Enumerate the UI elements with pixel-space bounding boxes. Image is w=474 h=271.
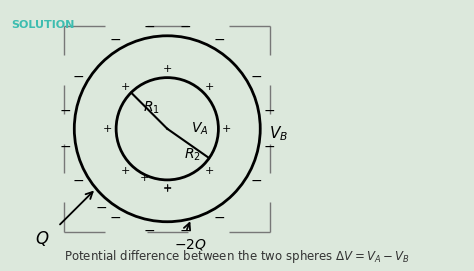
- Text: +: +: [163, 183, 172, 193]
- Text: $V_A$: $V_A$: [191, 121, 209, 137]
- Text: +: +: [163, 184, 172, 194]
- Text: −: −: [95, 201, 107, 215]
- Text: −: −: [251, 70, 263, 84]
- Text: $Q$: $Q$: [35, 228, 49, 247]
- Text: −: −: [72, 70, 84, 84]
- Text: −: −: [72, 173, 84, 187]
- Text: −: −: [110, 32, 121, 46]
- Text: −: −: [263, 140, 275, 154]
- Text: +: +: [120, 82, 130, 92]
- Text: −: −: [60, 140, 72, 154]
- Text: +: +: [205, 166, 214, 176]
- Text: $R_1$: $R_1$: [143, 100, 159, 116]
- Text: −: −: [179, 20, 191, 34]
- Text: −: −: [110, 211, 121, 225]
- Text: +: +: [139, 173, 149, 183]
- Text: −: −: [144, 20, 155, 34]
- Text: −: −: [213, 211, 225, 225]
- Text: $R_2$: $R_2$: [184, 146, 201, 163]
- Text: Potential difference between the two spheres $\Delta V = V_A - V_B$: Potential difference between the two sph…: [64, 248, 410, 265]
- Text: $V_B$: $V_B$: [269, 124, 288, 143]
- Text: +: +: [120, 166, 130, 176]
- Text: −: −: [263, 104, 275, 118]
- Text: $-2Q$: $-2Q$: [174, 237, 207, 253]
- Text: −: −: [213, 32, 225, 46]
- Text: +: +: [103, 124, 112, 134]
- Text: −: −: [251, 173, 263, 187]
- Text: SOLUTION: SOLUTION: [11, 20, 75, 30]
- Text: +: +: [205, 82, 214, 92]
- Text: −: −: [144, 223, 155, 237]
- Text: −: −: [179, 223, 191, 237]
- Text: +: +: [222, 124, 231, 134]
- Text: −: −: [60, 104, 72, 118]
- Text: +: +: [163, 64, 172, 74]
